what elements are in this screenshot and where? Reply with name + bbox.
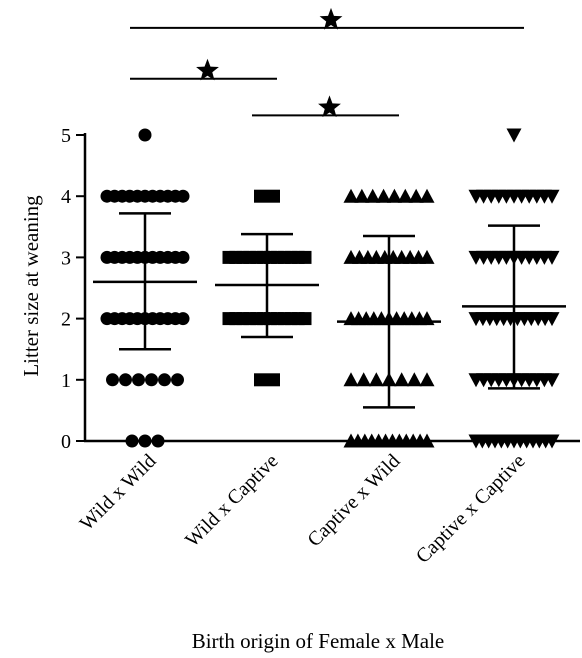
data-point <box>254 189 267 203</box>
data-point <box>138 434 152 448</box>
data-points <box>100 128 560 449</box>
data-point <box>408 188 424 203</box>
significance-star <box>196 58 219 81</box>
data-point <box>254 373 267 387</box>
data-point <box>544 434 560 449</box>
data-point <box>544 373 560 388</box>
y-axis-label: Litter size at weaning <box>19 195 43 377</box>
data-point <box>267 189 280 203</box>
y-tick-label: 1 <box>61 370 71 392</box>
y-tick-label: 2 <box>61 309 71 331</box>
data-point <box>145 373 158 387</box>
data-point <box>419 433 435 448</box>
data-point <box>356 372 372 387</box>
data-point <box>419 249 435 264</box>
data-point <box>376 188 392 203</box>
x-tick-label: Wild x Wild <box>76 450 161 535</box>
data-point <box>368 372 384 387</box>
x-tick-label: Wild x Captive <box>181 450 282 551</box>
y-tick-label: 5 <box>61 125 71 147</box>
data-point <box>397 188 413 203</box>
mean-sd-bars <box>93 212 566 409</box>
data-point <box>386 188 402 203</box>
data-point <box>132 373 145 387</box>
y-axis: 0 1 2 3 4 5 <box>61 125 580 453</box>
data-point <box>106 373 119 387</box>
data-point <box>544 189 560 204</box>
data-point <box>119 373 132 387</box>
data-point <box>365 188 381 203</box>
data-point <box>125 434 139 448</box>
data-point <box>544 250 560 265</box>
y-tick-label: 3 <box>61 247 71 269</box>
x-axis-label: Birth origin of Female x Male <box>192 629 445 653</box>
data-point <box>176 189 190 203</box>
y-tick-label: 4 <box>61 186 71 208</box>
data-point <box>394 372 410 387</box>
x-tick-labels: Wild x Wild Wild x Captive Captive x Wild C… <box>76 450 530 568</box>
significance-star <box>318 95 341 118</box>
data-point <box>506 128 522 143</box>
data-point <box>176 250 190 264</box>
significance-annotations <box>130 7 524 118</box>
data-point <box>176 312 190 326</box>
x-tick-label: Captive x Wild <box>303 450 404 551</box>
data-point <box>151 434 165 448</box>
data-point <box>158 373 171 387</box>
data-point <box>419 372 435 387</box>
data-point <box>298 312 312 326</box>
y-tick-label: 0 <box>61 431 71 453</box>
data-point <box>267 373 280 387</box>
data-point <box>298 250 312 264</box>
data-point <box>354 188 370 203</box>
data-point <box>138 128 152 142</box>
data-point <box>406 372 422 387</box>
significance-star <box>319 7 343 30</box>
data-point <box>419 188 435 203</box>
data-point <box>343 372 359 387</box>
data-point <box>343 188 359 203</box>
x-tick-label: Captive x Captive <box>412 450 530 568</box>
data-point <box>171 373 184 387</box>
data-point <box>544 312 560 327</box>
